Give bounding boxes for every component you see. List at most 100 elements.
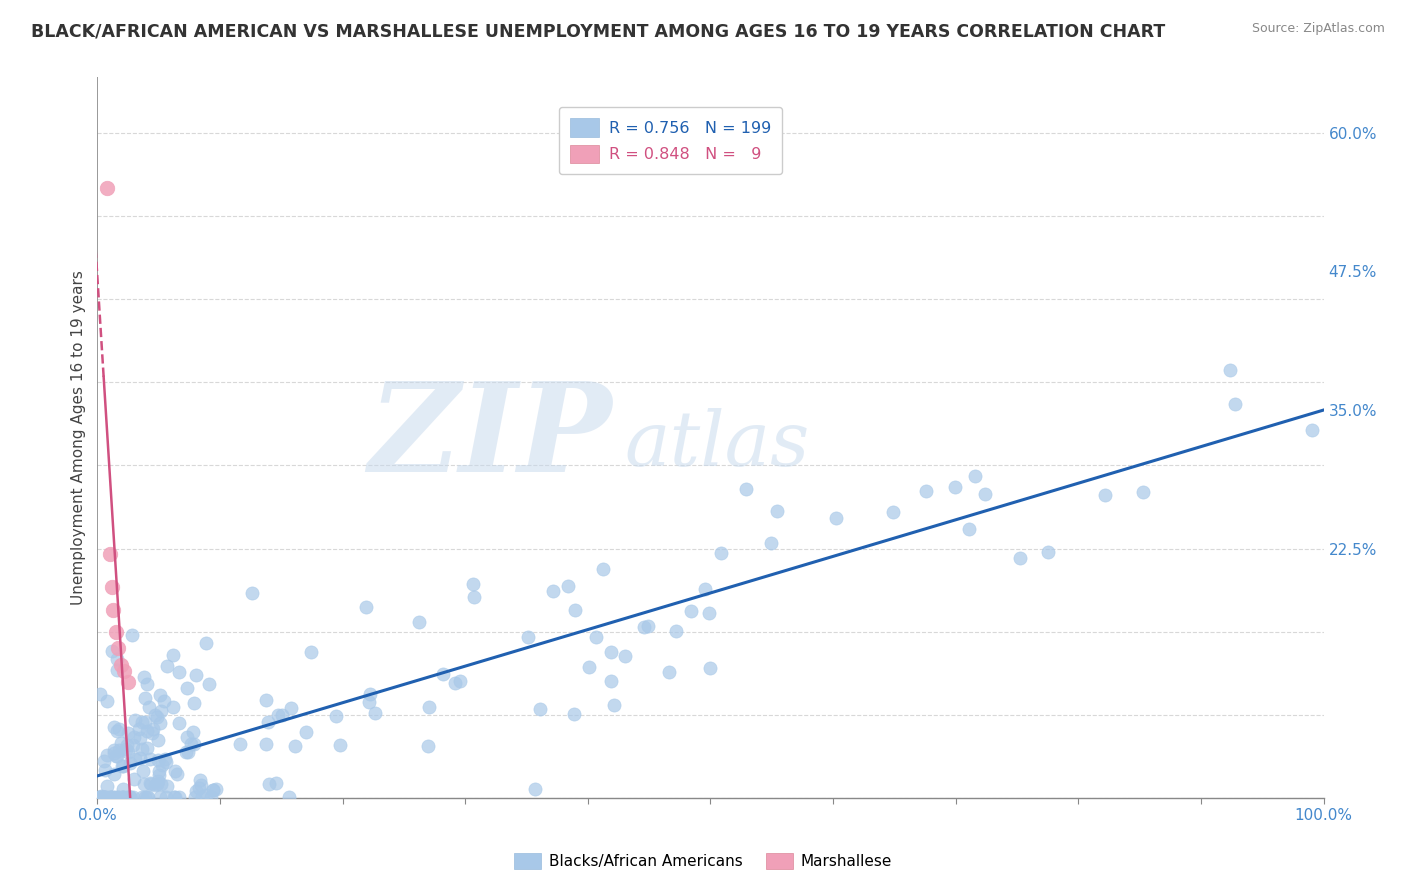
Point bbox=[200, 789, 222, 804]
Point bbox=[915, 483, 938, 498]
Point bbox=[633, 620, 655, 634]
Point bbox=[257, 777, 280, 791]
Point bbox=[139, 776, 162, 790]
Point bbox=[176, 730, 198, 744]
Point bbox=[359, 695, 381, 709]
Point bbox=[585, 630, 607, 644]
Point bbox=[149, 688, 172, 702]
Point bbox=[162, 648, 184, 662]
Point bbox=[143, 778, 166, 792]
Point bbox=[163, 764, 186, 779]
Point bbox=[195, 789, 218, 803]
Point bbox=[96, 181, 118, 195]
Point bbox=[105, 724, 128, 739]
Point bbox=[163, 789, 186, 804]
Point bbox=[98, 789, 121, 804]
Point bbox=[188, 780, 211, 795]
Point bbox=[658, 665, 681, 679]
Point bbox=[416, 739, 439, 754]
Point bbox=[103, 789, 125, 804]
Point bbox=[592, 562, 614, 576]
Point bbox=[359, 687, 381, 701]
Point bbox=[89, 789, 111, 804]
Text: Source: ZipAtlas.com: Source: ZipAtlas.com bbox=[1251, 22, 1385, 36]
Point bbox=[162, 700, 184, 714]
Point bbox=[98, 547, 121, 561]
Point bbox=[112, 789, 135, 804]
Point bbox=[205, 781, 228, 796]
Point bbox=[277, 789, 299, 804]
Point bbox=[163, 789, 186, 804]
Point bbox=[254, 737, 277, 751]
Point bbox=[882, 505, 904, 519]
Point bbox=[138, 699, 160, 714]
Point bbox=[93, 789, 115, 804]
Point bbox=[963, 468, 986, 483]
Point bbox=[117, 725, 139, 739]
Point bbox=[105, 748, 128, 763]
Point bbox=[105, 663, 128, 677]
Point bbox=[115, 789, 138, 804]
Point bbox=[600, 674, 623, 689]
Point bbox=[134, 690, 156, 705]
Point bbox=[271, 707, 294, 722]
Point bbox=[184, 789, 207, 804]
Point bbox=[186, 667, 208, 681]
Point bbox=[408, 615, 430, 629]
Legend: Blacks/African Americans, Marshallese: Blacks/African Americans, Marshallese bbox=[508, 847, 898, 875]
Point bbox=[188, 772, 211, 787]
Point bbox=[1008, 551, 1031, 566]
Point bbox=[101, 643, 124, 657]
Point bbox=[176, 681, 198, 695]
Point bbox=[110, 736, 132, 750]
Point bbox=[146, 776, 169, 790]
Point bbox=[135, 723, 157, 738]
Point bbox=[957, 522, 980, 536]
Text: ZIP: ZIP bbox=[368, 377, 613, 499]
Point bbox=[131, 742, 153, 756]
Point bbox=[824, 510, 846, 524]
Point bbox=[578, 660, 600, 674]
Point bbox=[201, 782, 224, 797]
Point bbox=[155, 755, 177, 769]
Point bbox=[115, 738, 138, 752]
Legend: R = 0.756   N = 199, R = 0.848   N =   9: R = 0.756 N = 199, R = 0.848 N = 9 bbox=[560, 107, 782, 174]
Point bbox=[444, 676, 467, 690]
Point bbox=[174, 745, 197, 759]
Point bbox=[195, 636, 218, 650]
Point bbox=[328, 738, 350, 752]
Point bbox=[107, 652, 129, 666]
Point bbox=[100, 789, 122, 804]
Point bbox=[766, 504, 789, 518]
Point bbox=[107, 789, 129, 804]
Point bbox=[93, 789, 115, 804]
Point bbox=[180, 737, 202, 751]
Point bbox=[150, 758, 173, 772]
Point bbox=[103, 602, 125, 616]
Point bbox=[614, 648, 637, 663]
Point bbox=[735, 482, 758, 496]
Point bbox=[131, 715, 153, 730]
Point bbox=[124, 730, 146, 744]
Point bbox=[325, 709, 347, 723]
Point bbox=[254, 693, 277, 707]
Point bbox=[124, 772, 146, 787]
Point bbox=[523, 782, 546, 797]
Point bbox=[96, 747, 118, 762]
Point bbox=[693, 582, 716, 596]
Point bbox=[104, 789, 127, 804]
Point bbox=[111, 789, 134, 804]
Point bbox=[299, 645, 322, 659]
Point bbox=[118, 789, 141, 804]
Point bbox=[122, 738, 145, 752]
Point bbox=[557, 579, 579, 593]
Point bbox=[136, 789, 159, 804]
Point bbox=[150, 704, 173, 718]
Point bbox=[93, 754, 115, 768]
Point bbox=[148, 764, 170, 778]
Point bbox=[166, 767, 188, 781]
Point bbox=[120, 756, 142, 771]
Point bbox=[564, 706, 586, 721]
Point bbox=[974, 486, 997, 500]
Point bbox=[150, 777, 173, 791]
